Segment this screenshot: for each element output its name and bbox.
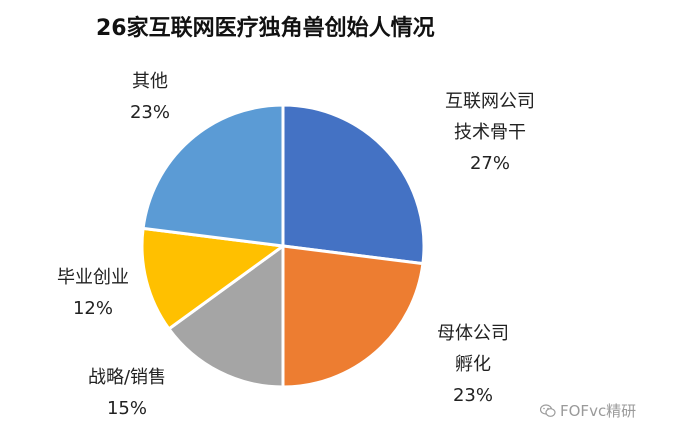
watermark-text: FOFvc精研 [560, 402, 637, 420]
chart-title: 26家互联网医疗独角兽创始人情况 [96, 16, 435, 41]
slice-value-label: 15% [106, 398, 147, 419]
pie-slice-other [141, 103, 285, 248]
pie-slice-graduate-startup [140, 226, 285, 331]
watermark: FOFvc精研 [540, 400, 636, 421]
pie-slice-tech-backbone [281, 103, 426, 266]
slice-value-label: 23% [452, 385, 493, 406]
slice-label-line: 互联网公司 [445, 91, 535, 112]
slice-value-label: 12% [72, 298, 113, 319]
slice-value-label: 23% [129, 102, 170, 123]
slice-label-line: 技术骨干 [454, 122, 526, 143]
slice-label-line: 孵化 [455, 354, 491, 375]
slice-label-parent-incubation: 母体公司 孵化 23% [418, 318, 528, 411]
slice-label-line: 战略/销售 [87, 367, 167, 388]
slice-label-line: 母体公司 [437, 323, 509, 344]
slice-label-line: 其他 [132, 71, 168, 92]
slice-label-other: 其他 23% [110, 66, 190, 128]
slice-value-label: 27% [469, 153, 510, 174]
pie-slice-parent-incubation [281, 244, 425, 389]
slice-label-tech-backbone: 互联网公司 技术骨干 27% [430, 86, 550, 179]
slice-label-line: 毕业创业 [57, 267, 129, 288]
slice-label-graduate-startup: 毕业创业 12% [38, 262, 148, 324]
wechat-icon [540, 404, 556, 417]
pie-slice-strategy-sales [167, 244, 285, 389]
slice-label-strategy-sales: 战略/销售 15% [72, 362, 182, 424]
